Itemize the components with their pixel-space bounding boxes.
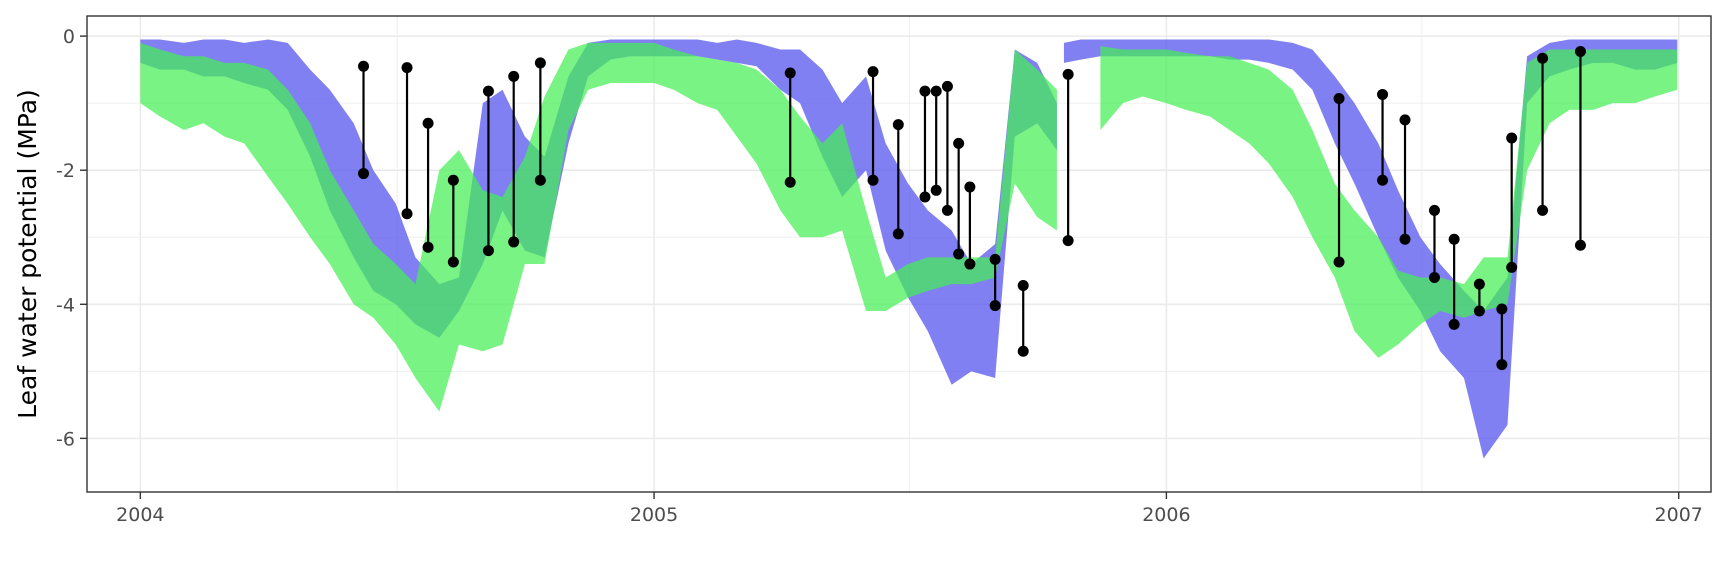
x-tick-label: 2005 bbox=[630, 504, 678, 526]
observation-point-predawn bbox=[482, 85, 494, 97]
observation-point-midday bbox=[1473, 305, 1485, 317]
observation-point-midday bbox=[1062, 235, 1074, 247]
observation-point-midday bbox=[867, 174, 879, 186]
series-area-ribbon bbox=[140, 39, 1057, 385]
observation-ranges bbox=[358, 46, 1586, 371]
observation-point-predawn bbox=[508, 70, 520, 82]
observation-point-midday bbox=[953, 248, 965, 260]
observation-point-predawn bbox=[401, 62, 413, 74]
observation-point-midday bbox=[508, 236, 520, 248]
observation-point-midday bbox=[401, 208, 413, 220]
observation-point-midday bbox=[1333, 256, 1345, 268]
observation-point-midday bbox=[1506, 261, 1518, 273]
observation-point-predawn bbox=[1377, 88, 1389, 100]
observation-point-midday bbox=[358, 168, 370, 180]
x-tick-label: 2006 bbox=[1142, 504, 1190, 526]
observation-point-midday bbox=[1017, 345, 1029, 357]
observation-point-predawn bbox=[1448, 233, 1460, 245]
series-areas bbox=[140, 39, 1678, 459]
observation-point-predawn bbox=[422, 117, 434, 129]
observation-point-predawn bbox=[1496, 303, 1508, 315]
observation-point-predawn bbox=[534, 57, 546, 69]
y-tick-label: -4 bbox=[56, 294, 75, 316]
observation-point-predawn bbox=[447, 174, 459, 186]
observation-point-predawn bbox=[1537, 52, 1549, 64]
observation-point-midday bbox=[482, 245, 494, 257]
observation-point-predawn bbox=[784, 67, 796, 79]
observation-point-midday bbox=[919, 191, 931, 203]
panel-border bbox=[86, 15, 1712, 493]
observation-point-predawn bbox=[1333, 92, 1345, 104]
observation-point-predawn bbox=[989, 253, 1001, 265]
observation-point-predawn bbox=[941, 80, 953, 92]
y-axis: 0 -2 -4 -6 bbox=[56, 26, 87, 450]
observation-point-predawn bbox=[1574, 46, 1586, 58]
observation-point-predawn bbox=[930, 85, 942, 97]
observation-point-predawn bbox=[1062, 68, 1074, 80]
y-tick-label: 0 bbox=[63, 26, 75, 48]
observation-point-predawn bbox=[1506, 132, 1518, 144]
grid-minor bbox=[87, 16, 1711, 492]
observation-point-midday bbox=[1448, 318, 1460, 330]
observation-point-predawn bbox=[1473, 278, 1485, 290]
observation-point-midday bbox=[534, 174, 546, 186]
y-tick-label: -6 bbox=[56, 428, 75, 450]
observation-point-midday bbox=[1377, 174, 1389, 186]
observation-point-midday bbox=[930, 184, 942, 196]
observation-point-predawn bbox=[867, 66, 879, 78]
y-axis-title: Leaf water potential (MPa) bbox=[13, 89, 42, 419]
observation-point-midday bbox=[1428, 271, 1440, 283]
observation-point-midday bbox=[941, 204, 953, 216]
observation-point-midday bbox=[1399, 233, 1411, 245]
x-axis: 2004 2005 2006 2007 bbox=[116, 492, 1703, 526]
series-area-ribbon bbox=[140, 42, 1057, 412]
observation-point-midday bbox=[989, 300, 1001, 312]
observation-point-midday bbox=[1496, 359, 1508, 371]
observation-point-predawn bbox=[953, 137, 965, 149]
observation-point-predawn bbox=[964, 181, 976, 193]
y-tick-label: -2 bbox=[56, 160, 75, 182]
x-tick-label: 2004 bbox=[116, 504, 164, 526]
observation-point-midday bbox=[422, 241, 434, 253]
observation-point-midday bbox=[892, 228, 904, 240]
observation-point-midday bbox=[784, 176, 796, 188]
observation-point-predawn bbox=[1428, 204, 1440, 216]
observation-point-midday bbox=[1574, 239, 1586, 251]
observation-point-predawn bbox=[1017, 280, 1029, 292]
observation-point-midday bbox=[964, 258, 976, 270]
observation-point-predawn bbox=[892, 119, 904, 131]
series-area-ribbon bbox=[1100, 46, 1678, 358]
x-tick-label: 2007 bbox=[1655, 504, 1703, 526]
observation-point-midday bbox=[1537, 204, 1549, 216]
observation-point-midday bbox=[447, 256, 459, 268]
observation-point-predawn bbox=[1399, 114, 1411, 126]
observation-point-predawn bbox=[919, 85, 931, 97]
observation-point-predawn bbox=[358, 60, 370, 72]
